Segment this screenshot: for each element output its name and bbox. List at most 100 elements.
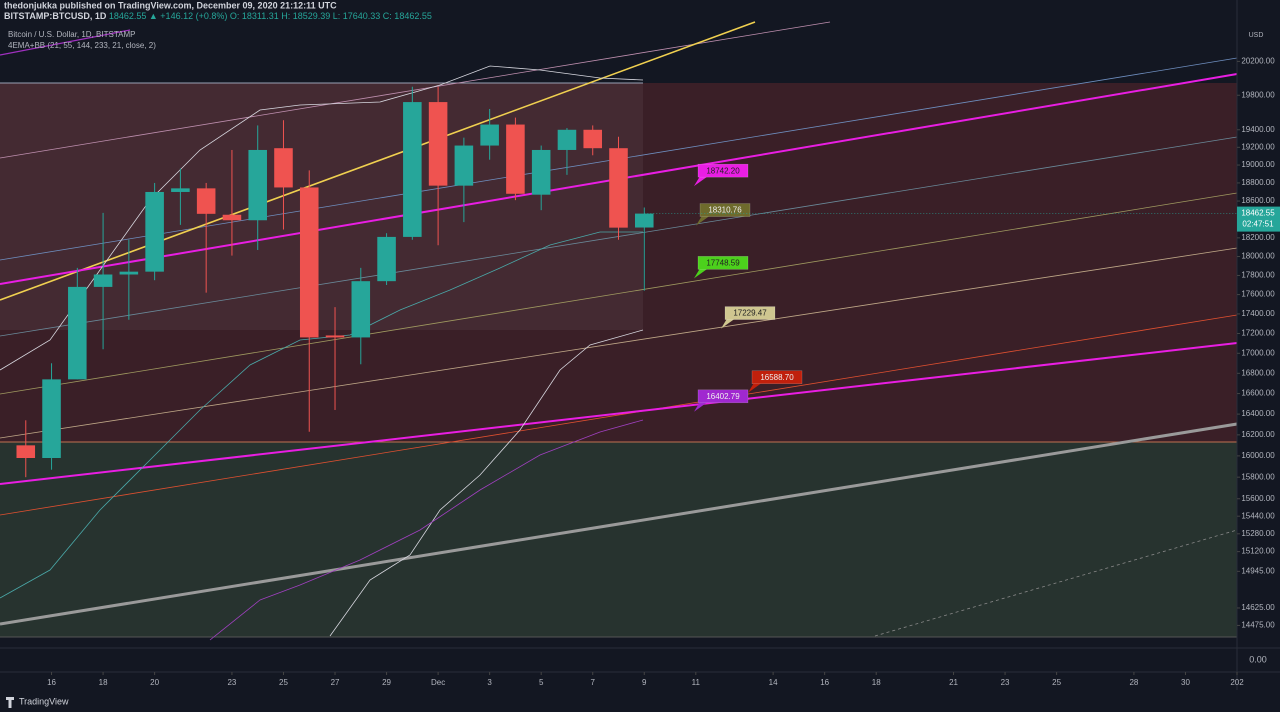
y-tick-label: 16000.00 <box>1241 451 1275 460</box>
x-tick-label: 25 <box>279 678 288 687</box>
y-tick-label: 14475.00 <box>1241 621 1275 630</box>
ema-line <box>0 231 643 599</box>
y-tick-label: 18800.00 <box>1241 178 1275 187</box>
y-tick-label: 16800.00 <box>1241 368 1275 377</box>
candle-body <box>325 335 345 338</box>
x-tick-label: 3 <box>487 678 492 687</box>
candle-body <box>454 145 474 186</box>
callout-box <box>697 163 749 178</box>
candle-body <box>171 188 190 192</box>
callout-label: 17229.47 <box>733 309 767 318</box>
candle-body <box>377 236 396 282</box>
support-zone <box>0 442 1237 637</box>
candle-body <box>480 124 499 146</box>
candle-body <box>609 148 628 228</box>
currency: USD <box>1249 32 1264 39</box>
quote: 18462.55 ▲ +146.12 (+0.8%) O: 18311.31 H… <box>109 11 432 21</box>
x-tick-label: 16 <box>47 678 56 687</box>
y-tick-label: 15280.00 <box>1241 529 1275 538</box>
indicator-label: 4EMA+BB (21, 55, 144, 233, 21, close, 2) <box>8 41 156 50</box>
trend-line <box>0 422 1238 626</box>
candles <box>16 86 654 478</box>
candle-body <box>222 214 242 221</box>
y-tick-label: 17200.00 <box>1241 329 1275 338</box>
x-tick-label: Dec <box>431 678 445 687</box>
x-tick-label: 202 <box>1230 678 1244 687</box>
callout-label: 18742.20 <box>706 166 740 175</box>
candle-body <box>428 102 448 186</box>
candle-body <box>145 191 164 272</box>
y-tick-label: 15600.00 <box>1241 494 1275 503</box>
y-tick-label: 14625.00 <box>1241 603 1275 612</box>
callout-label: 17748.59 <box>706 258 740 267</box>
x-tick-label: 21 <box>949 678 958 687</box>
y-tick-label: 18600.00 <box>1241 196 1275 205</box>
x-tick-label: 14 <box>769 678 778 687</box>
y-tick-label: 16600.00 <box>1241 389 1275 398</box>
x-tick-label: 23 <box>1001 678 1010 687</box>
callout-pointer <box>694 401 708 412</box>
callout-label: 18310.76 <box>708 206 742 215</box>
callout-label: 16588.70 <box>760 373 794 382</box>
callout-box <box>751 370 803 384</box>
y-tick-label: 18000.00 <box>1241 252 1275 261</box>
y-tick-label: 15800.00 <box>1241 472 1275 481</box>
x-tick-label: 7 <box>591 678 596 687</box>
x-tick-label: 18 <box>99 678 108 687</box>
candle-body <box>506 124 525 194</box>
bollinger-lower <box>329 329 644 637</box>
bollinger-upper <box>0 65 644 371</box>
x-tick-label: 23 <box>227 678 236 687</box>
y-tick-label: 15120.00 <box>1241 547 1275 556</box>
x-tick-label: 25 <box>1052 678 1061 687</box>
bottom-pane-label: 0.00 <box>1249 654 1267 664</box>
x-tick-label: 16 <box>820 678 829 687</box>
y-tick-label: 16200.00 <box>1241 430 1275 439</box>
trend-line <box>0 21 756 301</box>
y-tick-label: 17400.00 <box>1241 309 1275 318</box>
publisher: thedonjukka published on TradingView.com… <box>4 0 337 10</box>
logo <box>6 697 14 708</box>
y-tick-label: 14945.00 <box>1241 566 1275 575</box>
trend-line <box>0 192 1238 395</box>
y-tick-label: 15440.00 <box>1241 511 1275 520</box>
last-price-box <box>1237 206 1280 232</box>
y-tick-label: 17800.00 <box>1241 271 1275 280</box>
candle-body <box>299 187 319 338</box>
callout-label: 16402.79 <box>706 392 740 401</box>
x-tick-label: 28 <box>1129 678 1138 687</box>
y-tick-label: 17000.00 <box>1241 348 1275 357</box>
ema-line <box>0 342 1238 485</box>
candle-body <box>93 274 113 287</box>
trend-line <box>0 314 1238 516</box>
countdown: 02:47:51 <box>1242 220 1274 229</box>
footer-bar <box>0 692 1280 712</box>
candle-body <box>274 148 293 188</box>
candle-body <box>351 281 371 338</box>
symbol: BITSTAMP:BTCUSD, 1D <box>4 11 107 21</box>
callout-pointer <box>696 215 710 226</box>
x-tick-label: 30 <box>1181 678 1190 687</box>
x-tick-label: 27 <box>331 678 340 687</box>
symbol-line: BITSTAMP:BTCUSD, 1D 18462.55 ▲ +146.12 (… <box>4 11 432 21</box>
candle-body <box>68 286 87 380</box>
callout-pointer <box>694 268 708 279</box>
legend-title: Bitcoin / U.S. Dollar, 1D, BITSTAMP <box>8 30 135 39</box>
range-box <box>0 83 643 330</box>
callout-box <box>697 256 749 270</box>
callout-box <box>724 306 776 320</box>
candle-body <box>531 149 551 195</box>
x-tick-label: 11 <box>692 678 701 687</box>
candle-body <box>119 271 139 275</box>
callout-pointer <box>721 318 735 329</box>
y-tick-label: 19800.00 <box>1241 90 1275 99</box>
callout-pointer <box>748 382 762 393</box>
candle-body <box>583 129 603 149</box>
candle-body <box>248 149 267 221</box>
ema-line <box>209 419 644 641</box>
callout-box <box>697 389 749 404</box>
candle-body <box>196 188 216 214</box>
y-tick-label: 20200.00 <box>1241 56 1275 65</box>
x-tick-label: 18 <box>872 678 881 687</box>
